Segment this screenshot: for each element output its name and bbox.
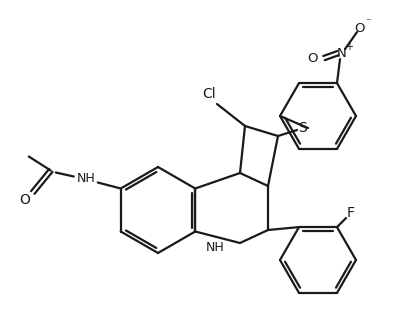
Text: N: N (336, 47, 346, 59)
Text: ⁻: ⁻ (365, 17, 370, 27)
Text: O: O (354, 22, 365, 35)
Text: NH: NH (76, 172, 95, 185)
Text: S: S (298, 121, 307, 135)
Text: O: O (19, 194, 30, 208)
Text: F: F (346, 206, 354, 220)
Text: O: O (307, 52, 318, 65)
Text: NH: NH (206, 241, 225, 254)
Text: Cl: Cl (202, 87, 215, 101)
Text: +: + (344, 42, 352, 52)
